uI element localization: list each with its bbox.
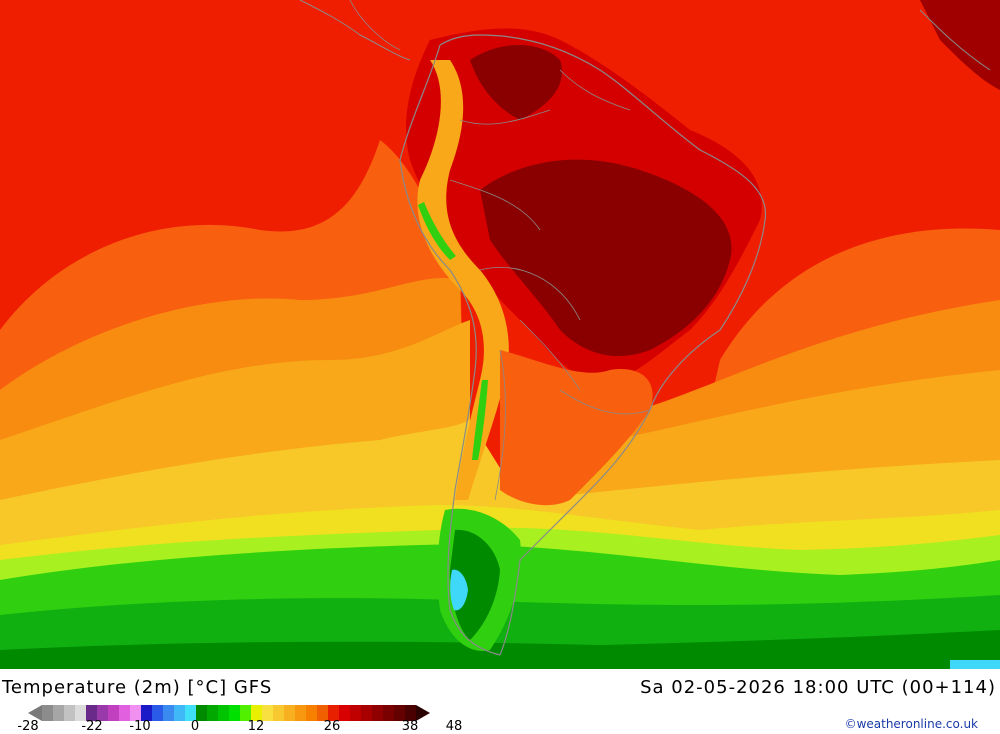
legend-swatch [317,705,328,721]
legend-swatch [130,705,141,721]
color-legend [28,705,430,721]
coastline [399,34,767,656]
legend-swatch [174,705,185,721]
legend-swatch [185,705,196,721]
legend-swatch [295,705,306,721]
southern-cone-warm [500,350,653,506]
legend-swatch [207,705,218,721]
patagonia-dark-green [450,529,500,640]
legend-swatch [42,705,53,721]
legend-swatch [350,705,361,721]
legend-swatch [251,705,262,721]
legend-swatch [119,705,130,721]
continent-hottest [480,159,732,357]
legend-swatch [273,705,284,721]
legend-swatch [372,705,383,721]
legend-swatch [163,705,174,721]
legend-tick-label: 48 [445,719,463,734]
central-america-coast [299,0,411,61]
legend-swatch [218,705,229,721]
caribbean-islands [919,9,991,71]
legend-swatch [284,705,295,721]
legend-swatch [306,705,317,721]
cyan-patch [950,660,1000,669]
andes-green-south [472,380,488,460]
legend-min-arrow [28,705,42,721]
legend-swatch [405,705,416,721]
legend-swatch [229,705,240,721]
legend-swatch [64,705,75,721]
country-borders [349,0,651,501]
valid-time-label: Sa 02-05-2026 18:00 UTC (00+114) [640,677,996,698]
legend-tick-label: 0 [190,719,200,734]
legend-swatch [361,705,372,721]
legend-swatch [141,705,152,721]
legend-swatch [240,705,251,721]
credit-link[interactable]: ©weatheronline.co.uk [844,717,978,731]
legend-swatch [383,705,394,721]
legend-tick-label: -22 [81,719,103,734]
legend-swatch [97,705,108,721]
temperature-map [0,0,1000,669]
temp-band-green-dark [0,630,1000,669]
caribbean-hot [920,0,1000,90]
legend-swatch [339,705,350,721]
legend-swatch [328,705,339,721]
legend-tick-label: -28 [17,719,39,734]
andes-green [418,202,456,260]
legend-max-arrow [416,705,430,721]
legend-swatch [394,705,405,721]
legend-swatch [108,705,119,721]
legend-tick-label: 26 [323,719,341,734]
legend-swatch [196,705,207,721]
legend-swatch [262,705,273,721]
legend-swatch [53,705,64,721]
footer-bar [0,669,1000,733]
legend-swatch [86,705,97,721]
map-title: Temperature (2m) [°C] GFS [2,677,273,698]
legend-swatch [152,705,163,721]
legend-tick-label: -10 [129,719,151,734]
legend-swatches [42,705,416,721]
legend-tick-label: 12 [247,719,265,734]
continent-hot-north [470,45,562,120]
legend-tick-label: 38 [401,719,419,734]
legend-swatch [75,705,86,721]
patagonia-icefield [450,569,468,611]
